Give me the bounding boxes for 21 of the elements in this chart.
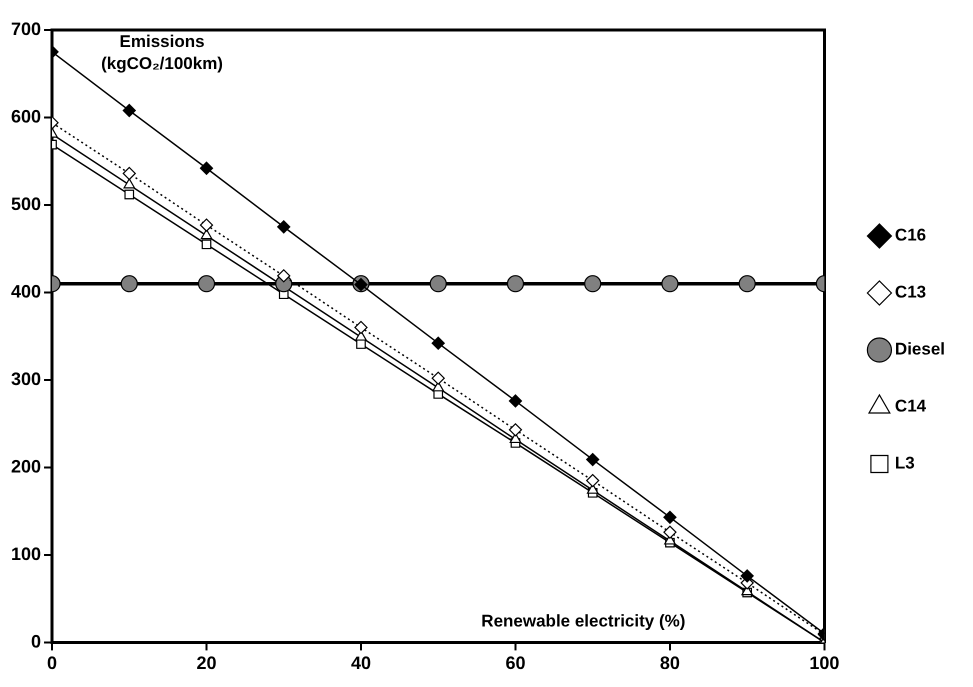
legend-label: L3 <box>894 454 915 473</box>
y-tick-label: 300 <box>10 368 42 389</box>
x-tick-label: 60 <box>505 653 526 674</box>
legend-label: C14 <box>894 396 927 416</box>
y-tick-label: 500 <box>10 194 42 214</box>
y-axis-title: Emissions (kgCO₂/100km) <box>101 32 223 74</box>
y-tick-label: 200 <box>10 456 42 476</box>
x-tick-label: 100 <box>809 653 840 674</box>
legend-label: C13 <box>894 282 926 302</box>
x-axis-title: Renewable electricity (%) <box>481 612 686 631</box>
y-tick-label: 400 <box>10 281 42 302</box>
y-tick-label: 100 <box>10 544 42 564</box>
y-tick-label: 700 <box>10 18 42 39</box>
legend-label: C16 <box>894 226 926 245</box>
x-tick-label: 20 <box>196 653 217 674</box>
y-tick-label: 0 <box>31 631 42 652</box>
x-tick-label: 80 <box>660 653 680 674</box>
x-tick-label: 40 <box>350 653 371 674</box>
legend-label: Diesel <box>894 340 946 359</box>
x-tick-label: 0 <box>47 653 58 674</box>
y-tick-label: 600 <box>10 106 42 126</box>
